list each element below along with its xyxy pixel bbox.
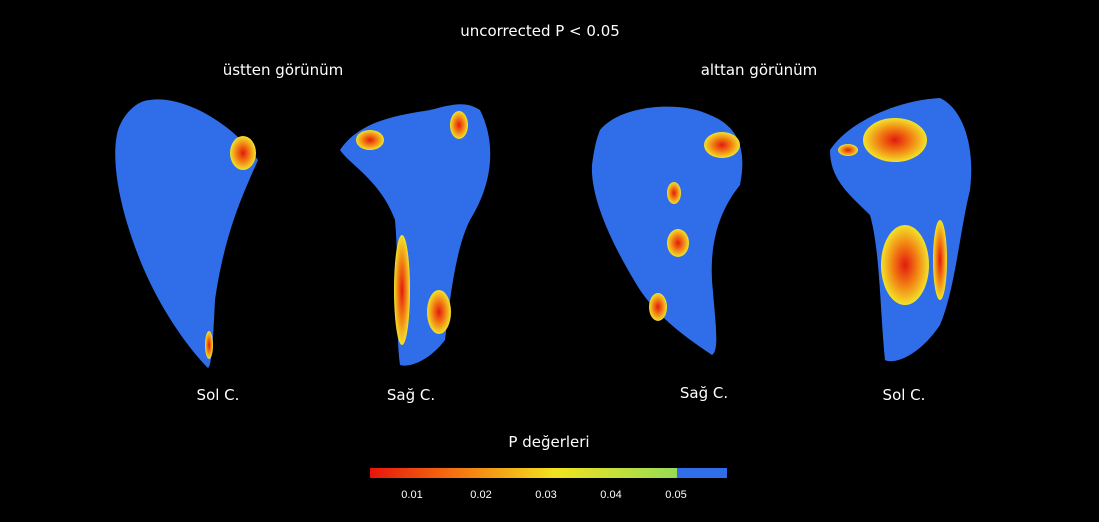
colorbar-tick: 0.05 [665, 489, 686, 501]
page: uncorrected P < 0.05 üstten görünüm altt… [0, 0, 1099, 522]
colorbar-title: P değerleri [508, 433, 589, 451]
colorbar-tick: 0.02 [470, 489, 491, 501]
colorbar-tick: 0.04 [600, 489, 621, 501]
group-label: üstten görünüm [223, 61, 344, 79]
colorbar [370, 468, 677, 478]
shape-label: Sol C. [883, 386, 926, 404]
colorbar-tick: 0.01 [401, 489, 422, 501]
colorbar [677, 468, 727, 478]
shape-label: Sağ C. [680, 384, 728, 402]
shape-label: Sol C. [197, 386, 240, 404]
figure: uncorrected P < 0.05 üstten görünüm altt… [0, 0, 1099, 522]
group-label: alttan görünüm [701, 61, 818, 79]
colorbar-tick: 0.03 [535, 489, 556, 501]
shape-label: Sağ C. [387, 386, 435, 404]
title: uncorrected P < 0.05 [460, 22, 620, 40]
